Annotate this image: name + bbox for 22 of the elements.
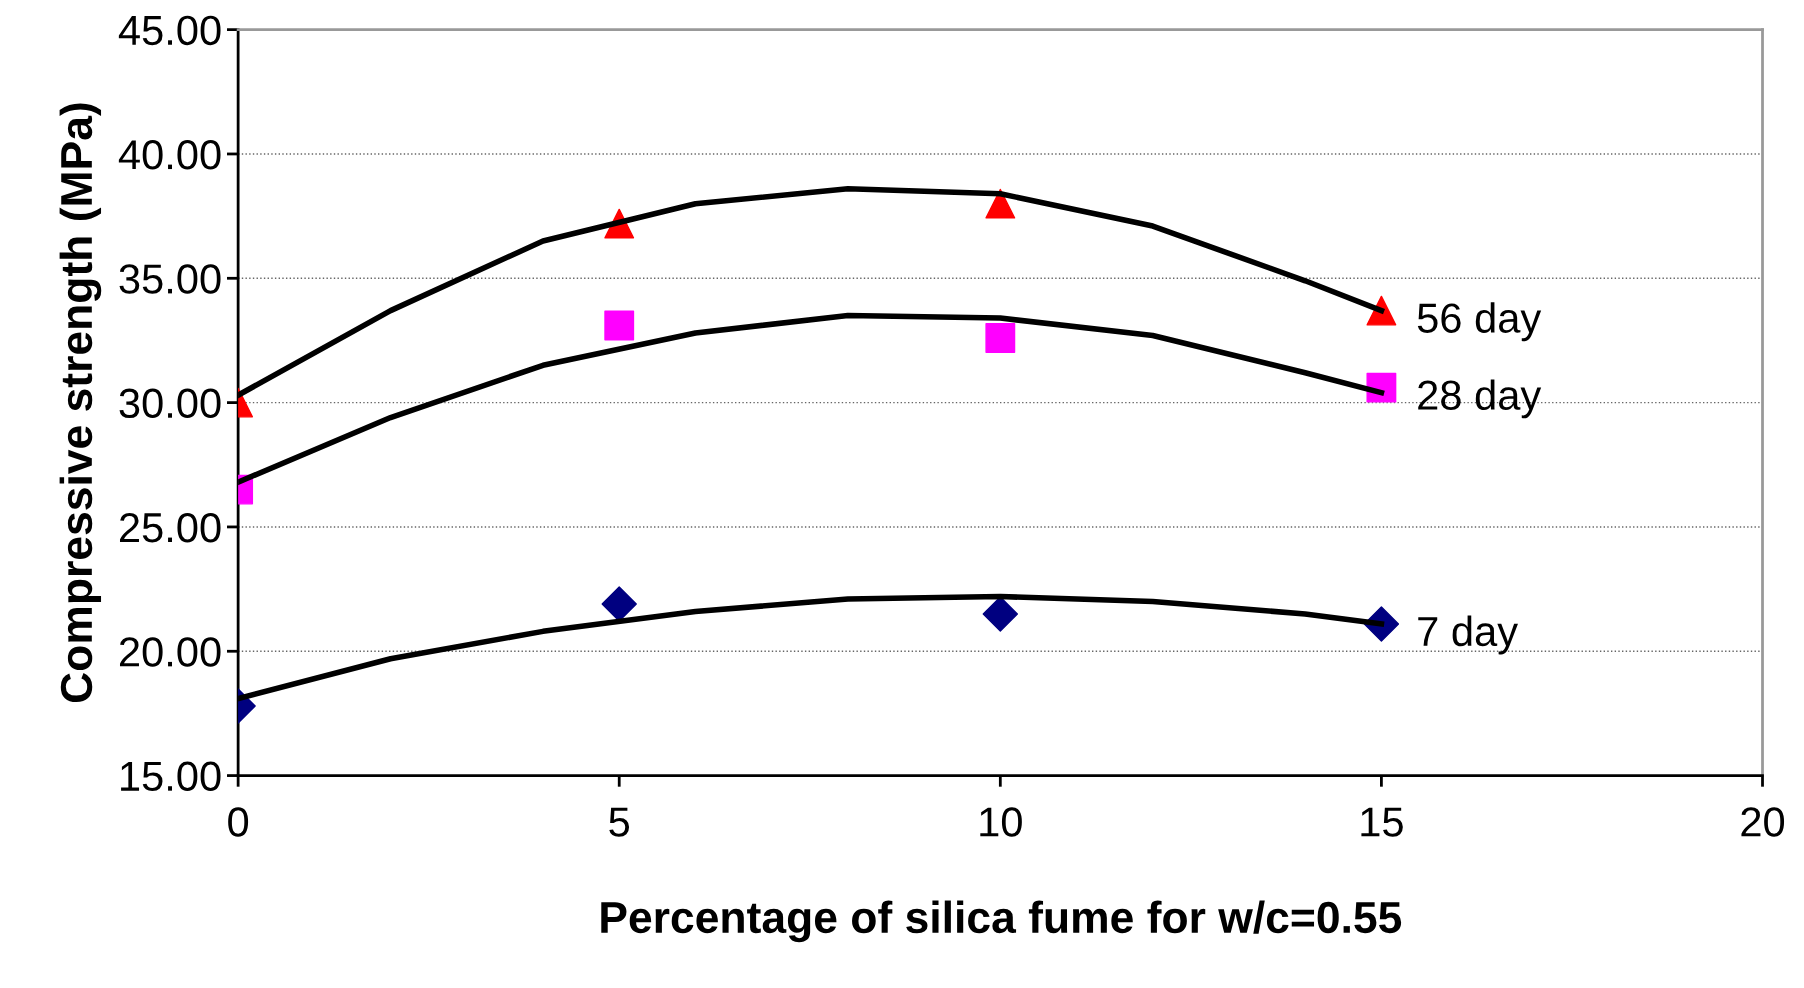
y-tick-label: 20.00 (119, 637, 221, 667)
y-tick-label: 40.00 (118, 139, 221, 170)
y-axis-title: Compressive strength (MPa) (59, 103, 102, 703)
y-tick-label: 45.00 (118, 15, 221, 46)
x-axis-title: Percentage of silica fume for w/c=0.55 (601, 900, 1402, 943)
x-tick-label: 15 (1361, 807, 1403, 837)
x-tick-label: 5 (609, 807, 630, 837)
y-tick-label: 30.00 (119, 388, 221, 419)
y-tick-label: 25.00 (119, 512, 221, 543)
y-tick-label: 15.00 (121, 761, 221, 792)
series-label: 56 day (1417, 302, 1542, 342)
x-tick-label: 0 (228, 807, 249, 837)
x-tick-label: 10 (980, 807, 1022, 837)
point (601, 586, 637, 622)
series-label: 28 day (1418, 379, 1542, 419)
point (985, 188, 1016, 219)
point (604, 310, 635, 341)
point (985, 323, 1016, 353)
x-tick-label: 20 (1741, 807, 1785, 837)
point (982, 596, 1019, 632)
series-label: 7 day (1418, 615, 1518, 655)
y-tick-label: 35.00 (119, 264, 221, 294)
